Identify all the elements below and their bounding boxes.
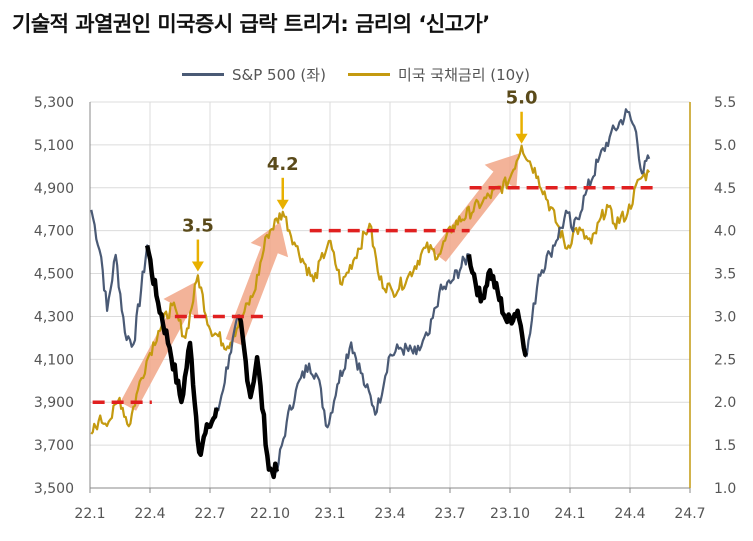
annotation-arrow-head [515, 133, 528, 144]
x-tick-label: 23.10 [490, 506, 530, 522]
x-tick-label: 22.10 [250, 506, 290, 522]
annotation-arrow-head [276, 199, 289, 210]
y-right-tick-label: 1.5 [714, 438, 736, 454]
series-line-treasury-10y [90, 144, 651, 435]
y-left-tick-label: 3,700 [34, 438, 74, 454]
y-right-tick-label: 4.0 [714, 224, 736, 240]
x-tick-label: 22.4 [134, 506, 165, 522]
legend-item-sp500: S&P 500 (좌) [182, 64, 326, 85]
x-tick-label: 23.7 [434, 506, 465, 522]
y-left-tick-label: 5,300 [34, 95, 74, 111]
legend-swatch-treasury [347, 73, 390, 76]
y-left-tick-label: 4,700 [34, 224, 74, 240]
y-right-tick-label: 2.0 [714, 395, 736, 411]
annotation-label: 5.0 [506, 88, 538, 109]
y-left-tick-label: 3,500 [34, 481, 74, 497]
y-axis-left: 5,300 5,100 4,900 4,700 4,500 4,300 4,100 3,900… [34, 95, 74, 497]
trend-arrows [120, 153, 519, 411]
legend: S&P 500 (좌) 미국 국채금리 (10y) [182, 64, 552, 85]
x-tick-label: 23.4 [374, 506, 405, 522]
y-right-tick-label: 3.5 [714, 267, 736, 283]
annotation-label: 3.5 [182, 216, 214, 237]
page-title: 기술적 과열권인 미국증시 급락 트리거: 금리의 ‘신고가’ [12, 12, 490, 36]
sp500-drawdown-segment [466, 254, 528, 358]
x-tick-label: 24.4 [614, 506, 645, 522]
trend-arrow [120, 282, 199, 411]
y-left-tick-label: 5,100 [34, 138, 74, 154]
x-axis: 22.1 22.4 22.7 22.10 23.1 23.4 23.7 23.10 24.1 24… [74, 506, 705, 522]
y-left-tick-label: 4,100 [34, 352, 74, 368]
y-right-tick-label: 5.5 [714, 95, 736, 111]
threshold-lines [92, 186, 660, 404]
annotation-arrow-head [191, 261, 204, 272]
legend-label-treasury: 미국 국채금리 (10y) [397, 66, 530, 84]
annotation-label: 4.2 [267, 154, 299, 175]
x-tick-label: 24.1 [554, 506, 585, 522]
legend-swatch-sp500 [182, 73, 224, 76]
x-tick-label: 22.7 [194, 506, 225, 522]
series-lines [90, 108, 651, 480]
y-left-tick-label: 3,900 [34, 395, 74, 411]
legend-item-treasury: 미국 국채금리 (10y) [347, 64, 530, 85]
y-right-tick-label: 2.5 [714, 352, 736, 368]
y-right-tick-label: 3.0 [714, 309, 736, 325]
x-tick-label: 24.7 [674, 506, 705, 522]
y-right-tick-label: 4.5 [714, 181, 736, 197]
x-tick-label: 22.1 [74, 506, 105, 522]
y-right-tick-label: 1.0 [714, 481, 736, 497]
legend-label-sp500: S&P 500 (좌) [232, 66, 326, 84]
sp500-drawdown-segment [144, 245, 219, 458]
annotations: 3.5 4.2 5.0 [182, 88, 538, 272]
y-left-tick-label: 4,900 [34, 181, 74, 197]
y-right-tick-label: 5.0 [714, 138, 736, 154]
x-tick-label: 23.1 [314, 506, 345, 522]
y-left-tick-label: 4,500 [34, 267, 74, 283]
sp500-drawdown-segment [237, 314, 280, 480]
y-left-tick-label: 4,300 [34, 309, 74, 325]
y-axis-right: 5.5 5.0 4.5 4.0 3.5 3.0 2.5 2.0 1.5 1.0 [714, 95, 736, 497]
